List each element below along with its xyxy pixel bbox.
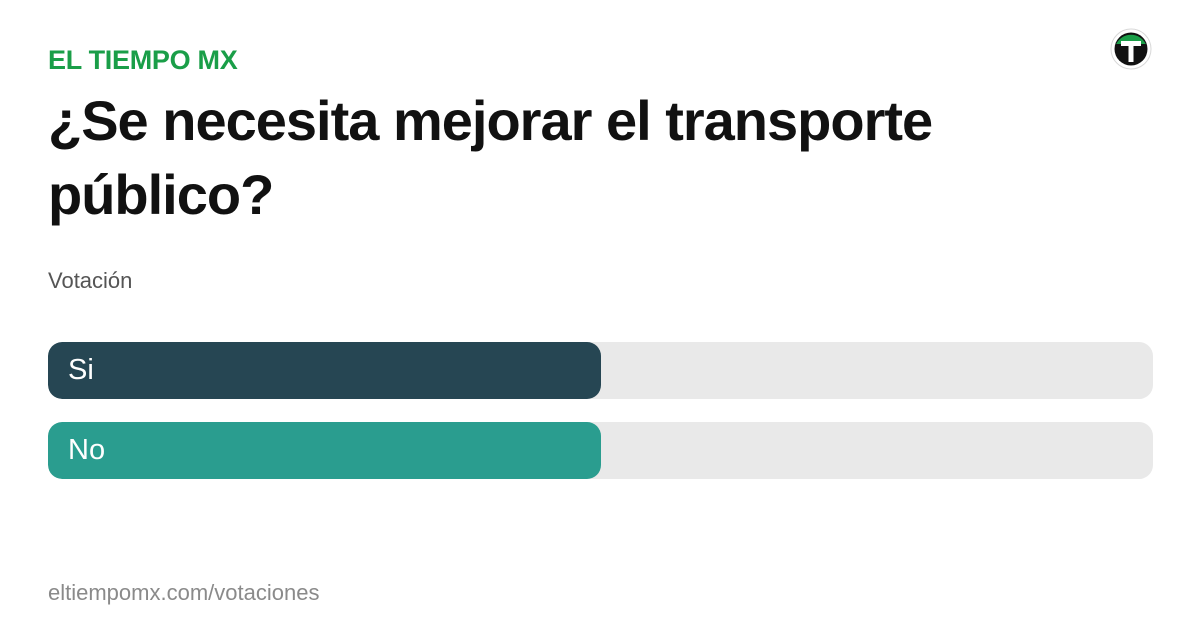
poll-option-label: No [68,434,106,466]
poll-option-fill [48,342,601,399]
poll-option-fill [48,422,601,479]
poll-subtitle: Votación [48,268,133,293]
footer-url[interactable]: eltiempomx.com/votaciones [48,580,320,605]
brand-name: EL TIEMPO MX [48,45,238,75]
poll-question: ¿Se necesita mejorar el transporte públi… [48,89,933,226]
poll-option-label: Si [68,354,94,386]
poll-options: Si No [48,342,1153,502]
el-tiempo-logo-icon [1110,28,1152,70]
poll-option-si[interactable]: Si [48,342,1153,399]
poll-option-no[interactable]: No [48,422,1153,479]
